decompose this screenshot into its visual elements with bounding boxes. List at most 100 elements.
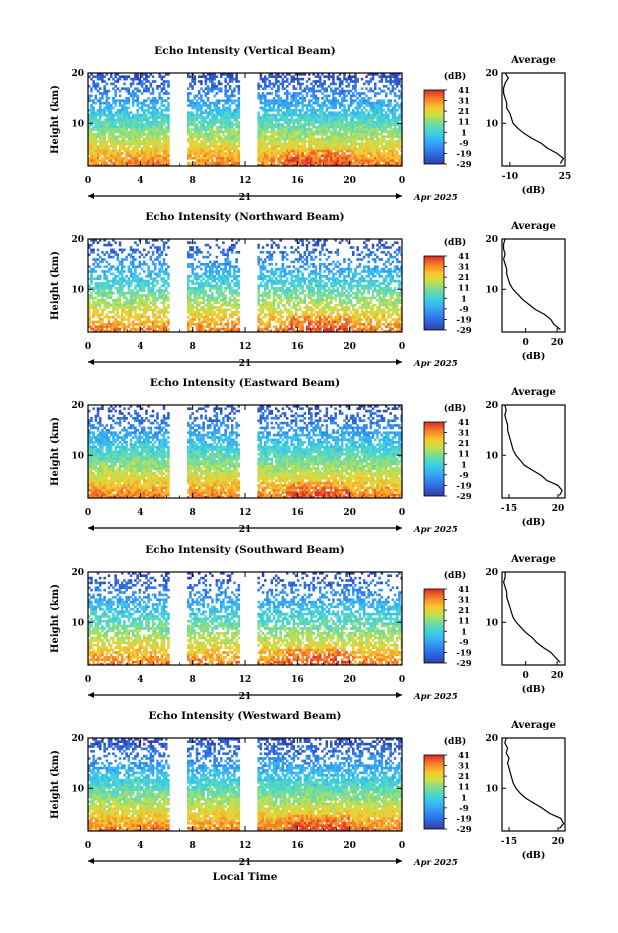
heatmap-cell [117,121,120,124]
heatmap-cell [394,123,397,126]
heatmap-cell [293,121,296,124]
colorbar-unit: (dB) [444,71,466,82]
heatmap-cell [378,116,381,119]
heatmap-cell [277,157,280,160]
heatmap-cell [132,275,135,278]
heatmap-cell [161,147,164,150]
heatmap-cell [383,102,386,105]
heatmap-cell [106,109,109,112]
heatmap-cell [260,138,263,141]
heatmap-cell [150,155,153,158]
heatmap-cell [147,145,150,148]
heatmap-cell [143,133,146,136]
heatmap-cell [290,135,293,138]
heatmap-cell [139,318,142,321]
heatmap-cell [191,253,194,256]
heatmap-cell [257,85,260,88]
heatmap-cell [297,80,300,83]
heatmap-cell [108,294,111,297]
heatmap-cell [110,150,113,153]
heatmap-cell [317,126,320,129]
heatmap-cell [284,87,287,90]
heatmap-cell [374,131,377,134]
heatmap-cell [200,162,203,165]
heatmap-cell [108,116,111,119]
heatmap-cell [367,90,370,93]
heatmap-cell [196,292,199,295]
heatmap-cell [108,150,111,153]
heatmap-cell [150,270,153,273]
heatmap-cell [359,104,362,107]
heatmap-cell [134,318,137,321]
heatmap-cell [167,80,170,83]
heatmap-cell [99,152,102,155]
heatmap-cell [365,119,368,122]
heatmap-cell [260,116,263,119]
heatmap-cell [198,90,201,93]
heatmap-cell [145,109,148,112]
heatmap-cell [378,143,381,146]
heatmap-cell [152,104,155,107]
heatmap-cell [381,114,384,117]
profile-y-tick-label: 10 [485,119,498,129]
heatmap-cell [339,147,342,150]
heatmap-cell [194,313,197,316]
heatmap-cell [257,140,260,143]
heatmap-cell [117,270,120,273]
heatmap-cell [128,321,131,324]
colorbar-tick-label: 1 [461,128,467,138]
heatmap-cell [154,157,157,160]
heatmap-cell [136,280,139,283]
heatmap-cell [191,306,194,309]
heatmap-cell [101,121,104,124]
heatmap-cell [330,143,333,146]
heatmap-cell [334,143,337,146]
heatmap-cell [224,143,227,146]
heatmap-cell [222,109,225,112]
heatmap-cell [110,249,113,252]
heatmap-cell [275,83,278,86]
heatmap-cell [216,121,219,124]
heatmap-cell [277,102,280,105]
heatmap-cell [108,292,111,295]
heatmap-cell [361,87,364,90]
heatmap-cell [121,311,124,314]
heatmap-cell [90,140,93,143]
heatmap-cell [277,75,280,78]
heatmap-cell [317,75,320,78]
heatmap-cell [378,147,381,150]
heatmap-cell [383,145,386,148]
heatmap-cell [90,87,93,90]
heatmap-cell [224,121,227,124]
heatmap-cell [97,83,100,86]
heatmap-cell [359,138,362,141]
heatmap-cell [310,111,313,114]
heatmap-cell [194,301,197,304]
heatmap-cell [161,294,164,297]
heatmap-cell [286,114,289,117]
heatmap-cell [365,102,368,105]
heatmap-cell [163,309,166,312]
heatmap-cell [220,138,223,141]
heatmap-cell [97,299,100,302]
heatmap-cell [385,85,388,88]
heatmap-cell [119,280,122,283]
heatmap-cell [209,80,212,83]
heatmap-cell [231,159,234,162]
heatmap-cell [235,114,238,117]
heatmap-cell [97,258,100,261]
heatmap-cell [339,150,342,153]
heatmap-cell [235,133,238,136]
heatmap-cell [308,157,311,160]
heatmap-cell [139,138,142,141]
heatmap-cell [158,275,161,278]
heatmap-cell [363,121,366,124]
heatmap-cell [106,287,109,290]
heatmap-cell [103,92,106,95]
heatmap-cell [112,306,115,309]
heatmap-cell [370,90,373,93]
heatmap-cell [112,126,115,129]
heatmap-cell [367,114,370,117]
heatmap-cell [337,102,340,105]
heatmap-cell [339,162,342,165]
